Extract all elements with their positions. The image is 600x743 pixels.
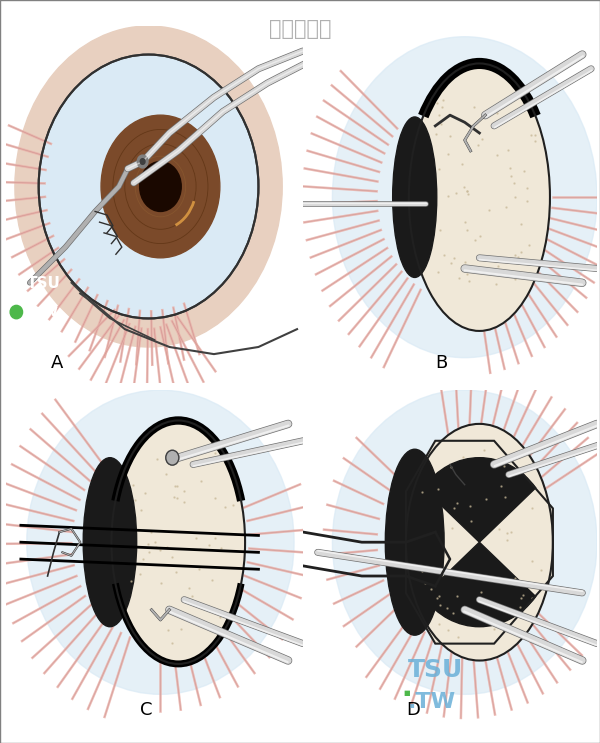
Circle shape bbox=[10, 305, 23, 319]
Ellipse shape bbox=[409, 63, 550, 331]
Circle shape bbox=[166, 450, 179, 465]
Ellipse shape bbox=[112, 421, 245, 664]
Text: D: D bbox=[406, 701, 420, 718]
Circle shape bbox=[332, 36, 597, 357]
Text: ■: ■ bbox=[403, 690, 410, 695]
Text: .TW: .TW bbox=[408, 692, 456, 713]
Text: B: B bbox=[436, 354, 448, 372]
Circle shape bbox=[332, 390, 597, 694]
Circle shape bbox=[27, 390, 294, 694]
Ellipse shape bbox=[83, 458, 137, 627]
Polygon shape bbox=[406, 441, 553, 643]
Text: TSU: TSU bbox=[27, 276, 61, 291]
Circle shape bbox=[140, 159, 145, 164]
Circle shape bbox=[101, 115, 220, 258]
Text: TSU: TSU bbox=[408, 658, 463, 681]
Text: .TW: .TW bbox=[29, 305, 58, 319]
Wedge shape bbox=[423, 542, 536, 627]
Circle shape bbox=[15, 26, 282, 347]
Ellipse shape bbox=[385, 450, 444, 635]
Text: C: C bbox=[140, 701, 152, 718]
Text: A: A bbox=[50, 354, 63, 372]
Text: 天山医学院: 天山医学院 bbox=[269, 19, 331, 39]
Circle shape bbox=[140, 161, 181, 212]
Ellipse shape bbox=[392, 117, 437, 277]
Circle shape bbox=[137, 155, 148, 168]
Circle shape bbox=[38, 54, 259, 319]
Ellipse shape bbox=[406, 424, 553, 661]
Wedge shape bbox=[423, 458, 536, 542]
